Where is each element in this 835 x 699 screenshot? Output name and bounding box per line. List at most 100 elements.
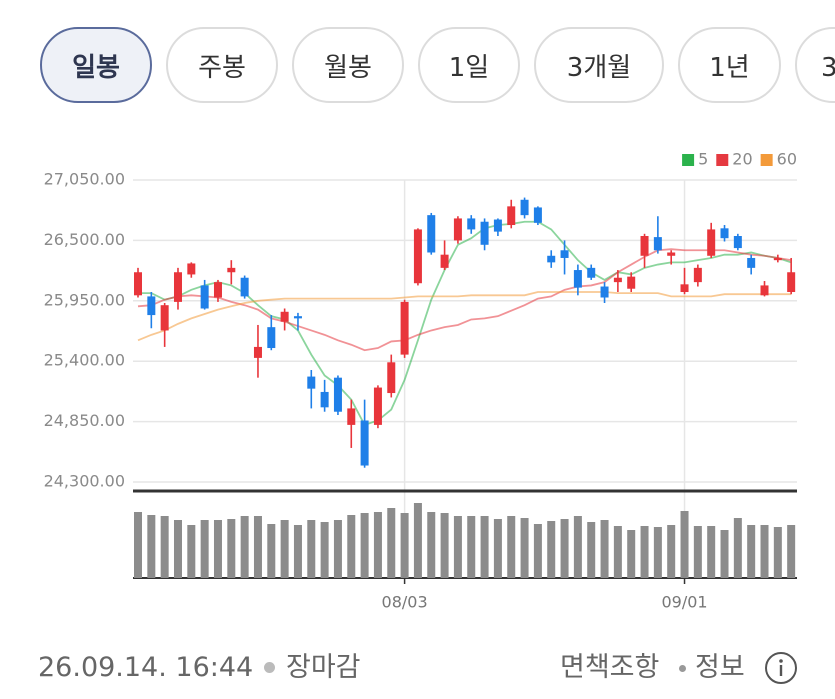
candle-body bbox=[587, 267, 596, 278]
y-tick-label: 24,300.00 bbox=[44, 472, 125, 491]
legend-swatch bbox=[682, 154, 695, 166]
volume-bar bbox=[480, 516, 489, 578]
volume-bar bbox=[400, 513, 409, 578]
volume-bar bbox=[547, 521, 556, 578]
volume-bar bbox=[733, 518, 742, 578]
x-tick-label: 08/03 bbox=[382, 593, 428, 612]
volume-bar bbox=[573, 516, 582, 578]
candle-body bbox=[507, 206, 516, 226]
legend-label: 5 bbox=[698, 150, 708, 169]
volume-bar bbox=[640, 526, 649, 578]
moving-average-line bbox=[137, 291, 792, 342]
candle-body bbox=[760, 285, 769, 296]
volume-bar bbox=[720, 530, 729, 578]
candle-body bbox=[680, 284, 689, 293]
candle-body bbox=[467, 218, 476, 230]
tab[interactable]: 1년 bbox=[678, 27, 781, 103]
candle-body bbox=[213, 282, 222, 298]
tab[interactable]: 1일 bbox=[418, 27, 520, 103]
candle-body bbox=[787, 272, 796, 293]
tab[interactable]: 3개월 bbox=[534, 27, 664, 103]
candle-body bbox=[560, 250, 569, 258]
volume-bar bbox=[600, 520, 609, 578]
volume-bar bbox=[653, 527, 662, 578]
info-icon-circle bbox=[765, 652, 797, 684]
volume-bar bbox=[747, 525, 756, 578]
candle-body bbox=[667, 252, 676, 256]
chart: 24,300.00 24,850.00 25,400.00 25,950.00 26,5… bbox=[44, 150, 797, 612]
volume-bar bbox=[693, 526, 702, 578]
volume-bar bbox=[373, 512, 382, 578]
candle-body bbox=[427, 215, 436, 253]
legend-swatch bbox=[716, 154, 729, 166]
volume-bar bbox=[187, 525, 196, 578]
volume-bar bbox=[787, 525, 796, 578]
volume-bar bbox=[507, 516, 516, 578]
candle-body bbox=[227, 267, 236, 273]
candle-body bbox=[253, 346, 262, 358]
candle-body bbox=[400, 301, 409, 355]
candle-body bbox=[600, 286, 609, 298]
volume-bar bbox=[413, 503, 422, 578]
x-tick-label: 09/01 bbox=[661, 593, 707, 612]
tab[interactable]: 일봉 bbox=[40, 27, 152, 103]
tab[interactable]: 주봉 bbox=[166, 27, 278, 103]
candle-body bbox=[547, 255, 556, 263]
candle-body bbox=[520, 199, 529, 216]
tab[interactable]: 월봉 bbox=[292, 27, 404, 103]
volume-bar bbox=[667, 525, 676, 578]
moving-average-line bbox=[137, 248, 792, 352]
disclaimer-link[interactable]: 면책조항 bbox=[560, 652, 660, 683]
volume-bar bbox=[453, 516, 462, 578]
y-tick-label: 24,850.00 bbox=[44, 411, 125, 430]
info-link[interactable]: 정보 bbox=[695, 652, 745, 683]
volume-bar bbox=[147, 515, 156, 578]
moving-average-line bbox=[138, 220, 792, 426]
volume-bar bbox=[533, 524, 542, 578]
candle-body bbox=[360, 420, 369, 466]
volume-bar bbox=[707, 526, 716, 578]
volume-bar bbox=[320, 522, 329, 578]
volume-bar bbox=[253, 516, 262, 578]
candle-body bbox=[173, 272, 182, 302]
y-tick-label: 26,500.00 bbox=[44, 230, 125, 249]
candle-body bbox=[627, 276, 636, 289]
volume-bar bbox=[280, 520, 289, 578]
volume-bar bbox=[307, 520, 316, 578]
candle-body bbox=[573, 270, 582, 288]
candle-body bbox=[720, 228, 729, 239]
candle-body bbox=[773, 257, 782, 261]
timestamp: 26.09.14. 16:44 bbox=[38, 652, 254, 683]
y-tick-label: 25,950.00 bbox=[44, 290, 125, 309]
candle-body bbox=[747, 257, 756, 268]
candle-body bbox=[267, 327, 276, 349]
volume-bar bbox=[134, 512, 142, 578]
y-tick-label: 27,050.00 bbox=[44, 170, 125, 189]
volume-bar bbox=[627, 530, 636, 578]
info-icon[interactable] bbox=[764, 651, 798, 685]
volume-bar bbox=[493, 519, 502, 578]
info-icon-dot bbox=[779, 659, 783, 663]
candle-body bbox=[613, 277, 622, 283]
market-status: 장마감 bbox=[286, 652, 361, 683]
volume-bar bbox=[613, 526, 622, 578]
candle-body bbox=[307, 376, 316, 389]
volume-bar bbox=[560, 519, 569, 578]
candle-body bbox=[733, 236, 742, 249]
legend-swatch bbox=[760, 154, 773, 166]
candle-body bbox=[347, 408, 356, 425]
candle-body bbox=[280, 311, 289, 322]
volume-bar bbox=[213, 520, 222, 578]
volume-bar bbox=[520, 518, 529, 578]
candle-body bbox=[187, 263, 196, 275]
volume-bar bbox=[440, 513, 449, 578]
candle-body bbox=[453, 218, 462, 241]
volume-bar bbox=[427, 512, 436, 578]
volume-bar bbox=[267, 524, 276, 578]
volume-bar bbox=[347, 515, 356, 578]
volume-bar bbox=[333, 520, 342, 578]
candle-body bbox=[533, 207, 542, 223]
volume-bar bbox=[467, 516, 476, 578]
volume-bar bbox=[200, 520, 209, 578]
